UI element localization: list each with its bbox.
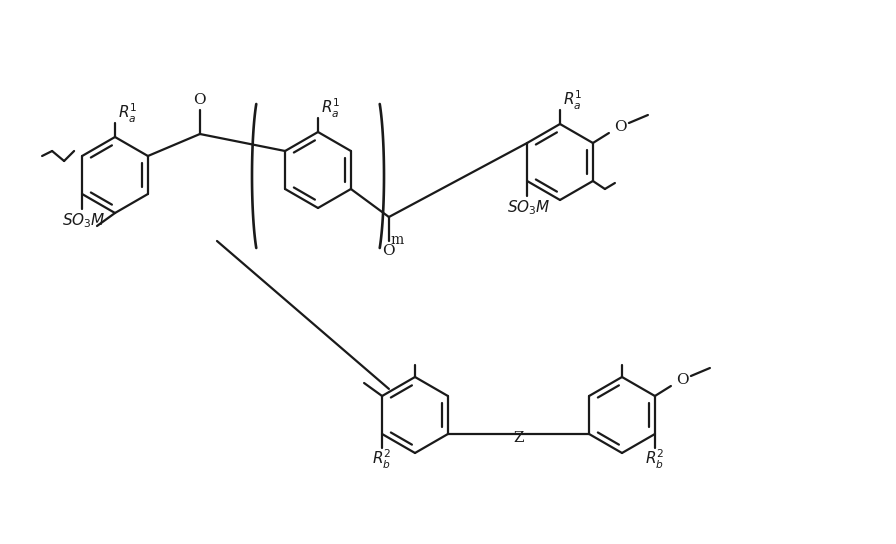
Text: $R^2_b$: $R^2_b$ xyxy=(645,447,665,471)
Text: O: O xyxy=(615,120,627,134)
Text: m: m xyxy=(390,233,403,247)
Text: $R^1_a$: $R^1_a$ xyxy=(118,101,137,125)
Text: $R^1_a$: $R^1_a$ xyxy=(563,88,582,112)
Text: Z: Z xyxy=(513,431,524,445)
Text: O: O xyxy=(194,93,206,107)
Text: $SO_3M$: $SO_3M$ xyxy=(507,199,551,218)
Text: $SO_3M$: $SO_3M$ xyxy=(62,212,106,230)
Text: O: O xyxy=(676,373,689,387)
Text: O: O xyxy=(383,244,395,258)
Text: $R^2_b$: $R^2_b$ xyxy=(373,447,392,471)
Text: $R^1_a$: $R^1_a$ xyxy=(321,96,340,120)
